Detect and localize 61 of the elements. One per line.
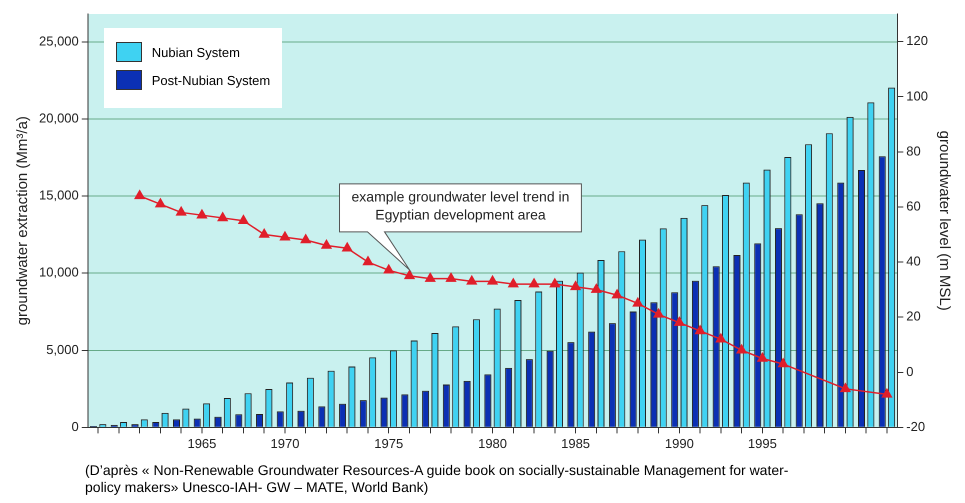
point bbox=[466, 276, 477, 285]
x-tick-label: 1985 bbox=[561, 436, 590, 451]
point bbox=[404, 270, 415, 280]
point bbox=[882, 388, 892, 398]
point bbox=[736, 344, 747, 354]
y-tick-label: 20,000 bbox=[38, 110, 79, 126]
text: (D’après « Non-Renewable Groundwater Resources-A guide book on socially-sustainable Management for water- policy makers» Unesco-IAH- GW – MATE, World Bank) bbox=[85, 462, 790, 496]
point bbox=[528, 278, 540, 288]
point bbox=[134, 190, 145, 200]
point bbox=[550, 278, 560, 288]
point bbox=[674, 316, 684, 326]
y2-tick-label: 20 bbox=[906, 308, 921, 324]
y-tick-label: 25,000 bbox=[38, 33, 79, 48]
y-axis-title: groundwater extraction (Mm³/a) bbox=[14, 116, 32, 326]
point bbox=[591, 284, 602, 293]
point bbox=[425, 272, 436, 282]
legend-label: Post-Nubian System bbox=[152, 72, 270, 88]
y-tick-label: 10,000 bbox=[38, 264, 79, 280]
point bbox=[155, 198, 166, 208]
point bbox=[632, 298, 643, 307]
x-tick-label: 1990 bbox=[664, 436, 694, 451]
point bbox=[778, 358, 788, 368]
y-tick-label: 0 bbox=[72, 418, 79, 434]
point bbox=[654, 308, 664, 318]
y2-tick-label: 0 bbox=[906, 364, 914, 379]
point bbox=[695, 325, 706, 334]
x-tick-label: 1980 bbox=[478, 436, 507, 451]
point bbox=[280, 231, 290, 240]
point bbox=[757, 352, 768, 362]
point bbox=[446, 272, 456, 282]
y2-tick-label: 80 bbox=[906, 143, 921, 158]
legend-label: Nubian System bbox=[152, 44, 240, 60]
point bbox=[840, 383, 850, 392]
y2-tick-label: 60 bbox=[906, 198, 921, 214]
y2-tick-label: 120 bbox=[906, 33, 928, 48]
point bbox=[300, 234, 311, 244]
point bbox=[508, 278, 518, 288]
y2-axis-title: groundwater level (m MSL) bbox=[936, 130, 953, 311]
x-tick-label: 1970 bbox=[270, 436, 300, 451]
y2-tick-label: -20 bbox=[906, 418, 926, 434]
point bbox=[384, 264, 394, 274]
point bbox=[238, 214, 249, 224]
point bbox=[259, 228, 270, 238]
point bbox=[218, 212, 228, 222]
annotation: example groundwater level trend in Egyptian development area bbox=[352, 188, 570, 223]
point bbox=[362, 256, 374, 266]
y-tick-label: 15,000 bbox=[38, 188, 79, 203]
x-tick-label: 1965 bbox=[187, 436, 216, 451]
point bbox=[487, 276, 498, 285]
point bbox=[342, 242, 352, 252]
y-tick-label: 5,000 bbox=[46, 342, 79, 357]
point bbox=[321, 240, 332, 249]
y2-tick-label: 100 bbox=[906, 88, 928, 104]
point bbox=[176, 206, 186, 216]
y2-tick-label: 40 bbox=[906, 254, 921, 269]
point bbox=[716, 333, 726, 342]
x-tick-label: 1995 bbox=[748, 436, 777, 451]
point bbox=[196, 209, 208, 218]
point bbox=[612, 289, 622, 298]
point bbox=[570, 281, 581, 290]
x-tick-label: 1975 bbox=[374, 436, 404, 451]
